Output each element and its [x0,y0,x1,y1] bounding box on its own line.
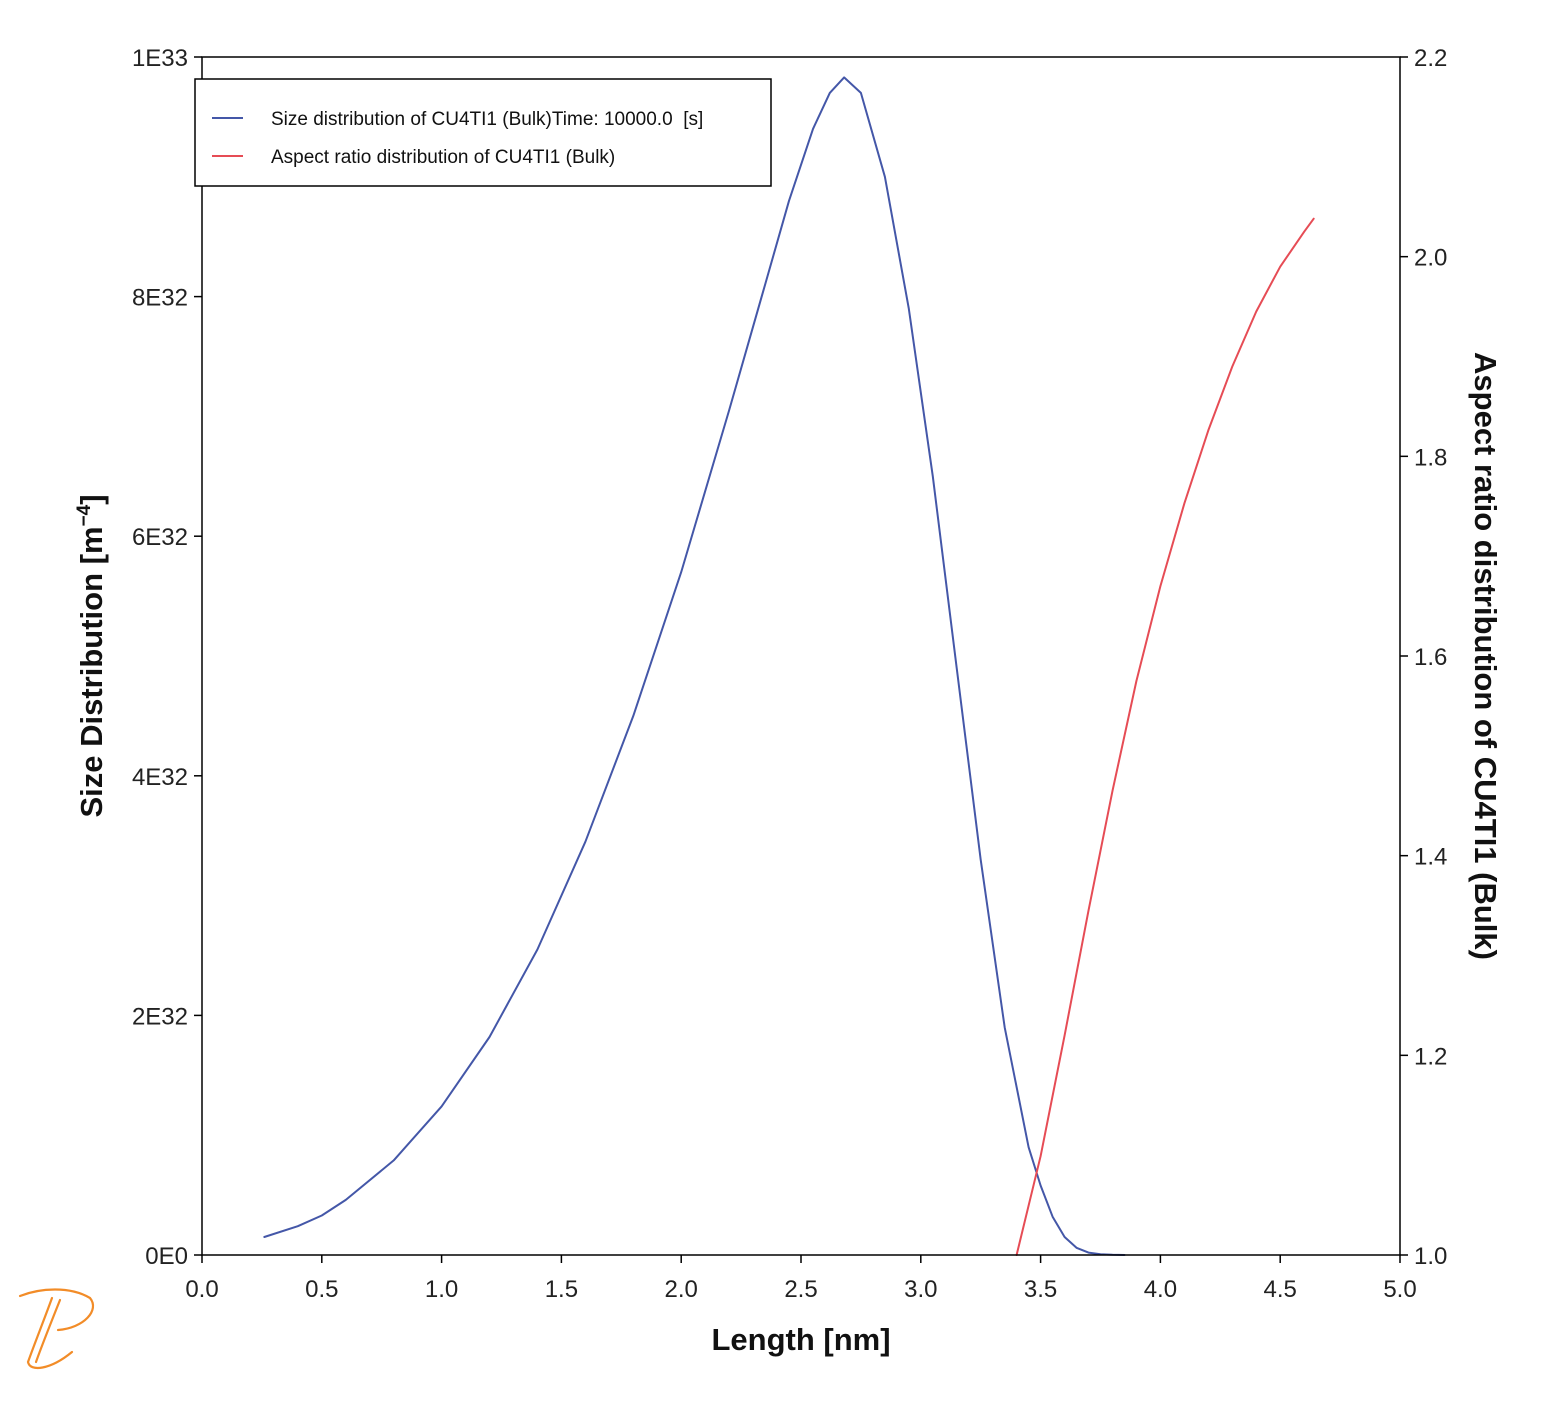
y-tick-label-1: 2E32 [132,1003,188,1030]
x-tick-label-4: 2.0 [665,1276,698,1303]
y-tick-label-2: 4E32 [132,764,188,791]
plot-frame [201,56,1401,1256]
y2-tick-label-4: 1.8 [1414,444,1447,471]
x-tick-label-6: 3.0 [904,1276,937,1303]
y2-tick-label-3: 1.6 [1414,644,1447,671]
x-tick-label-3: 1.5 [545,1276,578,1303]
legend-label-aspect-ratio: Aspect ratio distribution of CU4TI1 (Bul… [271,147,615,168]
y-axis-title-close: ] [74,494,109,504]
legend-label-size-distribution: Size distribution of CU4TI1 (Bulk)Time: … [271,109,703,130]
series-line-0 [263,76,1126,1256]
y-tick-label-3: 6E32 [132,524,188,551]
y2-tick-label-6: 2.2 [1414,45,1447,72]
y-axis-title-exponent: −4 [74,504,95,526]
y-tick-label-4: 8E32 [132,285,188,312]
x-tick-label-7: 3.5 [1024,1276,1057,1303]
x-tick-label-10: 5.0 [1383,1276,1416,1303]
series-line-1 [1015,217,1315,1256]
y-axis-ticks: 0E0 2E32 4E32 6E32 8E32 1E33 [132,45,202,1270]
x-tick-label-8: 4.0 [1144,1276,1177,1303]
y2-axis-ticks: 1.0 1.2 1.4 1.6 1.8 2.0 2.2 [1400,45,1447,1270]
y-axis-title-base: Size Distribution [m [74,526,109,817]
legend: Size distribution of CU4TI1 (Bulk)Time: … [194,78,772,187]
y2-tick-label-1: 1.2 [1414,1043,1447,1070]
thermo-calc-logo [18,1288,95,1370]
y2-tick-label-2: 1.4 [1414,844,1447,871]
x-tick-label-0: 0.0 [185,1276,218,1303]
y2-axis-title: Aspect ratio distribution of CU4TI1 (Bul… [1468,352,1503,960]
y-tick-label-0: 0E0 [145,1243,188,1270]
series-layer [263,76,1315,1256]
x-tick-label-5: 2.5 [784,1276,817,1303]
x-axis-title: Length [nm] [711,1322,890,1357]
y-axis-title: Size Distribution [m−4] [74,494,109,817]
x-tick-label-2: 1.0 [425,1276,458,1303]
y2-tick-label-5: 2.0 [1414,245,1447,272]
y-tick-label-5: 1E33 [132,45,188,72]
y2-tick-label-0: 1.0 [1414,1243,1447,1270]
x-tick-label-1: 0.5 [305,1276,338,1303]
x-axis-ticks: 0.0 0.5 1.0 1.5 2.0 2.5 3.0 3.5 4.0 4.5 5.0 [185,1255,1417,1303]
legend-box [194,78,772,187]
x-tick-label-9: 4.5 [1264,1276,1297,1303]
